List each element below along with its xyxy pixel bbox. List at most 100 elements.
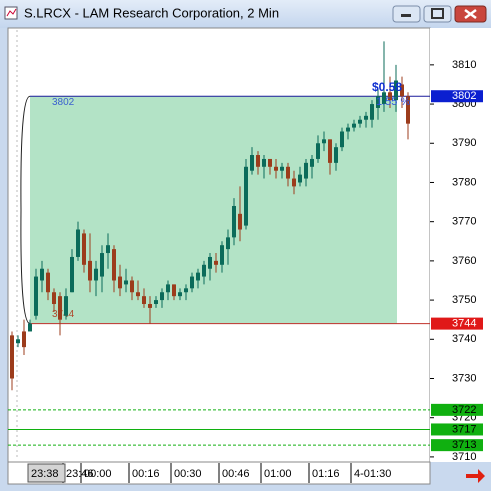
candle-body xyxy=(64,296,68,316)
candle-body xyxy=(394,80,398,101)
zone-bottom-box xyxy=(431,317,483,330)
candle-body xyxy=(328,139,332,163)
candle-body xyxy=(250,155,254,171)
x-tick-label: 00:16 xyxy=(132,468,160,480)
price-level-box xyxy=(431,439,483,452)
candle-body xyxy=(190,276,194,289)
zone-top-label: 3802 xyxy=(52,97,75,108)
cursor-time-box xyxy=(27,463,66,483)
candle-body xyxy=(76,229,80,257)
candle-body xyxy=(256,155,260,167)
x-tick-label: 23:46 xyxy=(66,468,94,480)
candle-body xyxy=(136,292,140,297)
x-tick-label: 00:00 xyxy=(84,468,112,480)
candle-body xyxy=(232,205,236,238)
y-tick-label: 3780 xyxy=(452,176,476,188)
candle-body xyxy=(16,339,20,344)
candle-body xyxy=(130,280,134,293)
candle-body xyxy=(304,162,308,179)
candle-body xyxy=(112,249,116,281)
zone-bottom-label: 3744 xyxy=(452,318,476,330)
candle-body xyxy=(322,139,326,144)
price-level-label: 3717 xyxy=(452,423,476,435)
candle-body xyxy=(160,292,164,301)
x-tick-label: 00:30 xyxy=(174,468,202,480)
candle-body xyxy=(244,166,248,226)
candle-body xyxy=(334,147,338,163)
price-level-box xyxy=(431,403,483,416)
candle-body xyxy=(46,272,50,293)
candle-body xyxy=(406,96,410,124)
window-icon-graph xyxy=(6,8,17,17)
x-tick-label: 01:00 xyxy=(264,468,292,480)
candle-body xyxy=(262,158,266,167)
y-tick-label: 3730 xyxy=(452,372,476,384)
candle-body xyxy=(238,213,242,230)
price-level-label: 3722 xyxy=(452,404,476,416)
candle-body xyxy=(100,253,104,277)
candle-body xyxy=(388,92,392,101)
candle-body xyxy=(292,178,296,187)
candle-body xyxy=(184,288,188,293)
zone-bracket xyxy=(20,95,31,325)
candle-body xyxy=(82,233,86,265)
candle-body xyxy=(106,245,110,254)
candle-body xyxy=(298,174,302,183)
candle-body xyxy=(40,268,44,281)
close-icon xyxy=(464,8,477,20)
candle-body xyxy=(352,123,356,128)
candle-body xyxy=(154,300,158,305)
price-level-label: 3713 xyxy=(452,439,476,451)
candle-body xyxy=(226,237,230,250)
x-tick-label: 01:16 xyxy=(312,468,340,480)
candle-body xyxy=(358,119,362,124)
change-annotation: $0.58 xyxy=(372,80,402,94)
zone xyxy=(30,96,397,324)
candle-body xyxy=(376,96,380,108)
candle-body xyxy=(220,245,224,265)
candle-body xyxy=(214,260,218,265)
candle-body xyxy=(268,158,272,167)
zone-bottom-label: 3744 xyxy=(52,309,75,320)
percent-annotation: 1.55 % xyxy=(376,96,410,108)
candle-body xyxy=(28,323,32,332)
candle-body xyxy=(370,104,374,120)
candle-body xyxy=(22,331,26,348)
candle-body xyxy=(310,158,314,167)
maximize-icon xyxy=(431,8,444,19)
candle-body xyxy=(274,166,278,171)
candle-body xyxy=(280,166,284,171)
candle-body xyxy=(316,143,320,159)
scroll-arrow[interactable] xyxy=(466,469,485,483)
candle-body xyxy=(34,276,38,316)
y-tick-label: 3750 xyxy=(452,294,476,306)
zone-top-box xyxy=(431,90,483,103)
candle-body xyxy=(148,304,152,308)
cursor-time: 23:38 xyxy=(31,468,59,480)
candle-body xyxy=(340,131,344,148)
zone-top-label: 3802 xyxy=(452,90,476,102)
candle-body xyxy=(400,84,404,97)
candle-body xyxy=(382,92,386,105)
candle-body xyxy=(94,268,98,281)
candle-body xyxy=(208,256,212,269)
window-title: S.LRCX - LAM Research Corporation, 2 Min xyxy=(24,5,279,20)
candle-body xyxy=(172,284,176,297)
y-tick-label: 3810 xyxy=(452,59,476,71)
x-tick-label: 00:46 xyxy=(222,468,250,480)
candle-body xyxy=(286,166,290,179)
candle-body xyxy=(142,296,146,305)
y-tick-label: 3770 xyxy=(452,216,476,228)
maximize-button[interactable] xyxy=(423,5,452,23)
window-icon xyxy=(4,6,18,20)
candle-body xyxy=(196,272,200,281)
candle-body xyxy=(10,335,14,379)
y-tick-label: 3740 xyxy=(452,333,476,345)
price-level-box xyxy=(431,423,483,436)
candle-body xyxy=(118,276,122,289)
y-tick-label: 3760 xyxy=(452,255,476,267)
candle-body xyxy=(88,260,92,281)
candle-body xyxy=(202,264,206,277)
candle-body xyxy=(166,284,170,293)
